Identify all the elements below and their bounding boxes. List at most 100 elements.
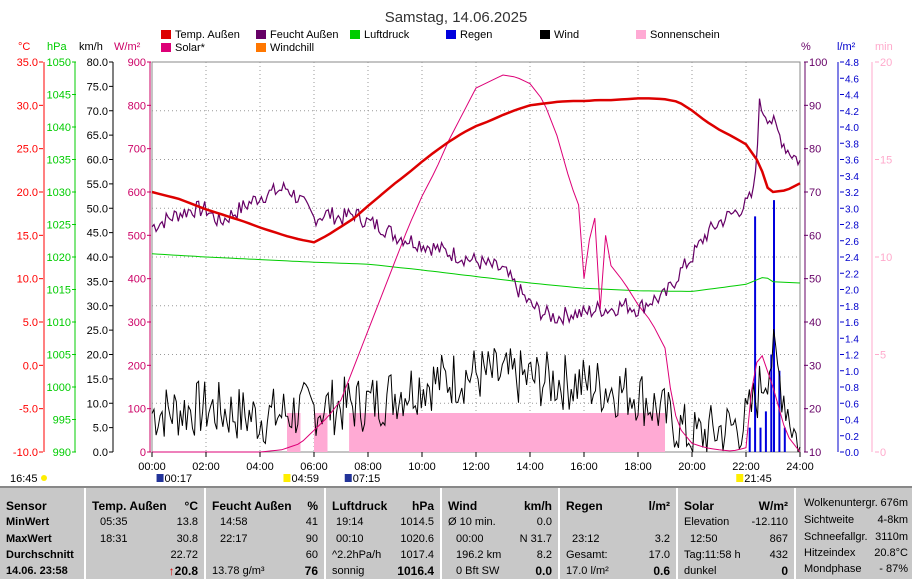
legend-label: Luftdruck: [364, 29, 410, 41]
wind-max-time: 00:00: [456, 533, 484, 545]
sunshine-bar: [349, 413, 665, 452]
solar-tick-label: 600: [128, 187, 146, 199]
heat-index: 20.8°C: [874, 547, 908, 559]
legend-label: Sonnenschein: [650, 29, 720, 41]
legend-label: Solar*: [175, 42, 206, 54]
solar-tick-label: 700: [128, 144, 146, 156]
event-label: 21:45: [744, 473, 772, 485]
axis-ticks: 35.0 30.0 25.0 20.0 15.0 10.0 5.0 0.0 -5.0 -10.0 1…: [13, 57, 892, 473]
solar-tick-label: 400: [128, 274, 146, 286]
col-humidity: Feucht Außen% 14:58 41 22:17 90 60 13.78 g…: [206, 488, 326, 579]
rain-tick-label: 1.2: [845, 351, 859, 362]
legend-swatch: [540, 30, 550, 39]
legend-swatch: [256, 43, 266, 52]
pressure-max: 1020.6: [400, 533, 434, 545]
humidity-current: 76: [304, 564, 318, 578]
col-temp: Temp. Außen °C 05:35 13.8 18:31 30.8 22.72 …: [86, 488, 206, 579]
rain-bar: [783, 427, 786, 452]
solar-tick-label: 0: [140, 447, 146, 459]
temp-avg: 22.72: [170, 549, 198, 561]
sunrise-icon: [283, 474, 291, 482]
rain-tick-label: 4.4: [845, 91, 859, 102]
rain-bar: [770, 354, 773, 452]
wind-tick-label: 0.0: [93, 447, 108, 459]
weather-chart: Samstag, 14.06.2025 Temp. Außen Feucht Au…: [10, 9, 893, 485]
temp-current: 20.8: [174, 564, 198, 578]
rain-tick-label: 3.8: [845, 139, 859, 150]
chart-title: Samstag, 14.06.2025: [385, 9, 528, 26]
row-label-min: MinWert: [6, 516, 50, 528]
sun-tick-label: 10: [880, 252, 892, 264]
temp-tick-label: 30.0: [17, 100, 38, 112]
solar-tick-label: 900: [128, 57, 146, 69]
x-tick-label: 24:00: [786, 461, 814, 473]
temp-tick-label: 0.0: [23, 360, 38, 372]
temp-tick-label: 5.0: [23, 317, 38, 329]
legend-label: Windchill: [270, 42, 314, 54]
rain-tick-label: 4.0: [845, 123, 859, 134]
unit-sun: min: [875, 41, 893, 53]
x-tick-label: 20:00: [678, 461, 706, 473]
x-tick-label: 12:00: [462, 461, 490, 473]
unit-rain: l/m²: [837, 41, 856, 53]
humidity-avg: 60: [305, 549, 318, 561]
visibility-label: Sichtweite: [804, 514, 855, 526]
humidity-tick-label: 30: [809, 360, 821, 372]
wind-tick-label: 75.0: [87, 81, 108, 93]
wind-tick-label: 70.0: [87, 106, 108, 118]
humidity-tick-label: 40: [809, 317, 821, 329]
humidity-abs: 13.78 g/m³: [212, 565, 265, 577]
unit-temp: °C: [18, 41, 30, 53]
cloud-base: 676m: [880, 497, 908, 509]
pressure-tick-label: 995: [53, 415, 71, 427]
legend-label: Temp. Außen: [175, 29, 240, 41]
x-tick-label: 04:00: [246, 461, 274, 473]
legend-label: Wind: [554, 29, 579, 41]
summary-table: Sensor MinWert MaxWert Durchschnitt 14.0…: [0, 486, 912, 579]
event-label: 07:15: [353, 473, 381, 485]
x-tick-label: 16:00: [570, 461, 598, 473]
legend-swatch: [446, 30, 456, 39]
cloud-base-label: Wolkenuntergr.: [804, 497, 878, 509]
rain-tick-label: 4.2: [845, 107, 859, 118]
rain-tick-label: 1.6: [845, 318, 859, 329]
rain-tick-label: 2.6: [845, 237, 859, 248]
pressure-tick-label: 1045: [47, 90, 71, 102]
solar-tick-label: 300: [128, 317, 146, 329]
humidity-min-time: 14:58: [220, 516, 248, 528]
humidity-min: 41: [305, 516, 318, 528]
rain-max-time: 23:12: [572, 533, 600, 545]
pressure-header: Luftdruck: [332, 499, 388, 513]
solar-tick-label: 200: [128, 360, 146, 372]
wind-line: [151, 328, 801, 453]
sun-tick-label: 15: [880, 155, 892, 167]
wind-tick-label: 25.0: [87, 325, 108, 337]
rain-bar: [748, 427, 751, 452]
wind-tick-label: 5.0: [93, 423, 108, 435]
temp-tick-label: 20.0: [17, 187, 38, 199]
col-sensor: Sensor MinWert MaxWert Durchschnitt 14.0…: [0, 488, 86, 579]
wind-tick-label: 15.0: [87, 374, 108, 386]
humidity-tick-label: 90: [809, 100, 821, 112]
rain-tick-label: 2.4: [845, 253, 859, 264]
rain-tick-label: 0.4: [845, 416, 859, 427]
x-tick-label: 10:00: [408, 461, 436, 473]
pressure-tick-label: 1010: [47, 317, 71, 329]
rain-tick-label: 3.0: [845, 204, 859, 215]
temp-tick-label: 10.0: [17, 274, 38, 286]
pressure-max-time: 00:10: [336, 533, 364, 545]
temp-tick-label: -5.0: [19, 404, 38, 416]
sun-dot-icon: [41, 475, 47, 481]
snowline: 3110m: [875, 531, 908, 543]
event-label: 04:59: [291, 473, 319, 485]
col-wind: Wind km/h Ø 10 min. 0.0 00:00 N 31.7 196.2 …: [442, 488, 560, 579]
rain-bar: [754, 216, 757, 452]
rain-unit: l/m²: [648, 499, 670, 513]
wind-tick-label: 10.0: [87, 398, 108, 410]
humidity-tick-label: 70: [809, 187, 821, 199]
legend-label: Regen: [460, 29, 492, 41]
pressure-tick-label: 1020: [47, 252, 71, 264]
rain-current: 0.6: [653, 564, 670, 578]
temp-min-time: 05:35: [100, 516, 128, 528]
weather-state: sonnig: [332, 565, 365, 577]
